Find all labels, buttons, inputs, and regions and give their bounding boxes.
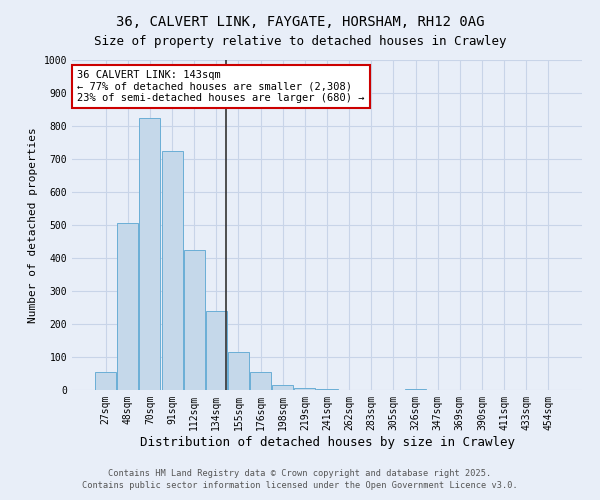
Text: 36, CALVERT LINK, FAYGATE, HORSHAM, RH12 0AG: 36, CALVERT LINK, FAYGATE, HORSHAM, RH12…: [116, 15, 484, 29]
Bar: [405, 389, 426, 390]
Text: 36 CALVERT LINK: 143sqm
← 77% of detached houses are smaller (2,308)
23% of semi: 36 CALVERT LINK: 143sqm ← 77% of detache…: [77, 70, 365, 103]
Text: Contains HM Land Registry data © Crown copyright and database right 2025.
Contai: Contains HM Land Registry data © Crown c…: [82, 468, 518, 490]
Bar: [272, 385, 293, 390]
Bar: [316, 389, 338, 390]
Bar: [295, 388, 316, 390]
Bar: [139, 118, 160, 390]
Bar: [118, 224, 139, 390]
Bar: [250, 372, 271, 390]
Bar: [95, 372, 116, 390]
Bar: [228, 352, 249, 390]
Bar: [161, 151, 182, 390]
X-axis label: Distribution of detached houses by size in Crawley: Distribution of detached houses by size …: [139, 436, 515, 448]
Bar: [206, 311, 227, 390]
Y-axis label: Number of detached properties: Number of detached properties: [28, 127, 38, 323]
Bar: [184, 250, 205, 390]
Text: Size of property relative to detached houses in Crawley: Size of property relative to detached ho…: [94, 35, 506, 48]
